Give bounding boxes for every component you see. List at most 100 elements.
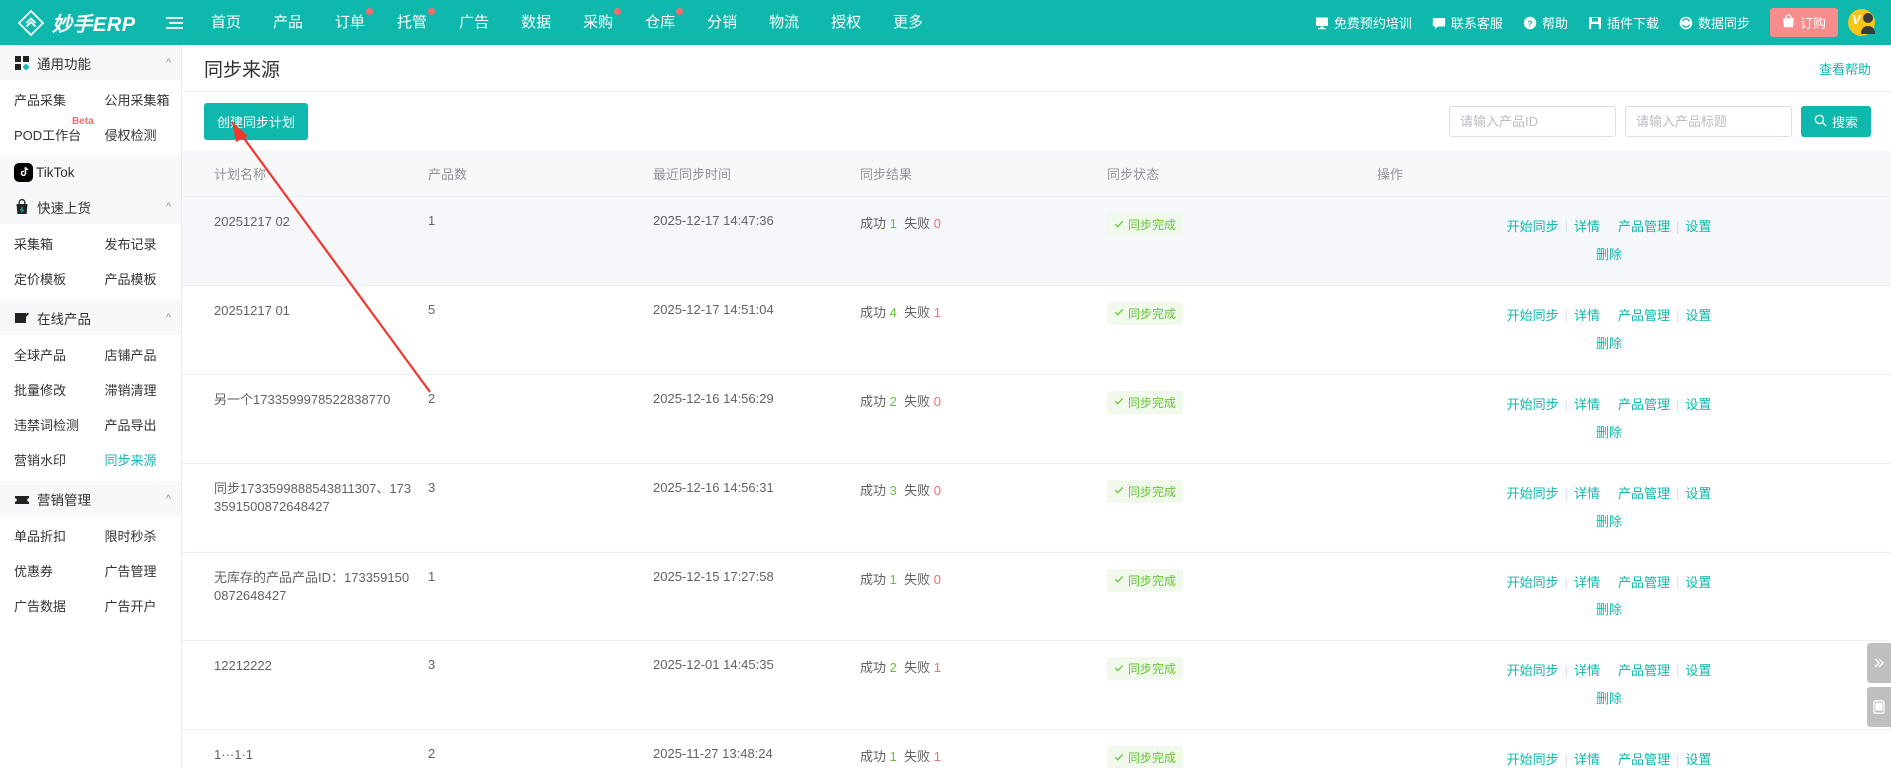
sidebar-item-global-products[interactable]: 全球产品 — [0, 337, 91, 372]
nav-item-8[interactable]: 分销 — [691, 0, 753, 45]
sidebar-item-product-template[interactable]: 产品模板 — [91, 261, 182, 296]
action-product-management[interactable]: 产品管理 — [1618, 752, 1671, 768]
action-product-management[interactable]: 产品管理 — [1618, 574, 1671, 590]
hamburger-icon[interactable] — [166, 16, 183, 30]
action-detail[interactable]: 详情 — [1573, 396, 1600, 412]
sidebar-item-ads-management[interactable]: 广告管理 — [91, 553, 182, 588]
action-delete[interactable]: 删除 — [1595, 513, 1622, 529]
action-settings[interactable]: 设置 — [1685, 752, 1712, 768]
create-sync-plan-button[interactable]: 创建同步计划 — [204, 103, 309, 140]
product-title-input[interactable] — [1624, 106, 1792, 137]
action-settings[interactable]: 设置 — [1685, 663, 1712, 679]
search-button[interactable]: 搜索 — [1800, 106, 1871, 137]
brand-logo[interactable]: 妙手ERP — [0, 8, 160, 37]
nav-item-2[interactable]: 订单 — [319, 0, 381, 45]
sidebar-item-ads-data[interactable]: 广告数据 — [0, 588, 91, 623]
table-row[interactable]: 12212222 3 2025-12-01 14:45:35 成功 2 失败 1 同步完… — [182, 640, 1891, 731]
sidebar-item-collect-box[interactable]: 采集箱 — [0, 226, 91, 261]
sidebar-platform-tiktok[interactable]: TikTok — [0, 156, 181, 189]
sidebar-item-product-collect[interactable]: 产品采集 — [0, 82, 91, 117]
sidebar-item-slow-selling-cleanup[interactable]: 滞销清理 — [91, 372, 182, 407]
free-training-link[interactable]: 免费预约培训 — [1305, 13, 1422, 32]
view-help-link[interactable]: 查看帮助 — [1818, 61, 1871, 77]
sidebar-item-ads-account-open[interactable]: 广告开户 — [91, 588, 182, 623]
action-delete[interactable]: 删除 — [1595, 691, 1622, 707]
nav-item-10[interactable]: 授权 — [815, 0, 877, 45]
sidebar-item-flash-sale[interactable]: 限时秒杀 — [91, 518, 182, 553]
sidebar-item-publish-record[interactable]: 发布记录 — [91, 226, 182, 261]
nav-item-6[interactable]: 采购 — [567, 0, 629, 45]
sidebar-group-marketing[interactable]: 营销管理 ^ — [0, 481, 181, 516]
action-detail[interactable]: 详情 — [1573, 219, 1600, 234]
table-row[interactable]: 同步1733599888543811307、173359150087264842… — [182, 463, 1891, 553]
action-product-management[interactable]: 产品管理 — [1618, 396, 1671, 412]
action-start-sync[interactable]: 开始同步 — [1506, 574, 1559, 590]
table-row[interactable]: 另一个1733599978522838770 2 2025-12-16 14:56:… — [182, 374, 1891, 464]
plugin-download-link[interactable]: 插件下载 — [1578, 13, 1669, 32]
sidebar-item-pricing-template[interactable]: 定价模板 — [0, 261, 91, 296]
chevron-up-icon[interactable]: ^ — [165, 311, 171, 324]
action-settings[interactable]: 设置 — [1685, 219, 1712, 234]
table-row[interactable]: 20251217 01 5 2025-12-17 14:51:04 成功 4 失败 1… — [182, 285, 1891, 375]
order-button[interactable]: 订购 — [1769, 8, 1838, 37]
action-delete[interactable]: 删除 — [1595, 602, 1622, 618]
table-row[interactable]: 1···1·1 2 2025-11-27 13:48:24 成功 1 失败 1 同步完成… — [182, 729, 1891, 768]
action-detail[interactable]: 详情 — [1573, 485, 1600, 501]
action-start-sync[interactable]: 开始同步 — [1506, 307, 1559, 323]
action-delete[interactable]: 删除 — [1595, 246, 1622, 262]
action-detail[interactable]: 详情 — [1573, 752, 1600, 768]
action-product-management[interactable]: 产品管理 — [1618, 219, 1671, 234]
sidebar-group-online-products[interactable]: 在线产品 ^ — [0, 300, 181, 335]
sidebar-item-coupon[interactable]: 优惠券 — [0, 553, 91, 588]
action-detail[interactable]: 详情 — [1573, 307, 1600, 323]
nav-item-5[interactable]: 数据 — [505, 0, 567, 45]
action-start-sync[interactable]: 开始同步 — [1506, 663, 1559, 679]
action-delete[interactable]: 删除 — [1595, 424, 1622, 440]
product-id-input[interactable] — [1448, 106, 1616, 137]
sidebar-item-banned-word-check[interactable]: 违禁词检测 — [0, 407, 91, 442]
sidebar-item-public-collect-box[interactable]: 公用采集箱 — [91, 82, 182, 117]
action-product-management[interactable]: 产品管理 — [1618, 485, 1671, 501]
chevron-up-icon[interactable]: ^ — [165, 492, 171, 505]
action-start-sync[interactable]: 开始同步 — [1506, 752, 1559, 768]
sidebar-item-batch-edit[interactable]: 批量修改 — [0, 372, 91, 407]
sidebar-item-pod-workbench[interactable]: POD工作台 Beta — [0, 116, 94, 152]
sidebar-item-single-discount[interactable]: 单品折扣 — [0, 518, 91, 553]
sidebar-item-product-export[interactable]: 产品导出 — [91, 407, 182, 442]
action-start-sync[interactable]: 开始同步 — [1506, 219, 1559, 234]
action-settings[interactable]: 设置 — [1685, 574, 1712, 590]
action-start-sync[interactable]: 开始同步 — [1506, 396, 1559, 412]
nav-item-3[interactable]: 托管 — [381, 0, 443, 45]
sidebar-item-infringement-check[interactable]: 侵权检测 — [91, 117, 182, 152]
chevron-up-icon[interactable]: ^ — [165, 56, 171, 69]
sidebar-item-shop-products[interactable]: 店铺产品 — [91, 337, 182, 372]
table-row[interactable]: 20251217 02 1 2025-12-17 14:47:36 成功 1 失败 0… — [182, 196, 1891, 286]
action-settings[interactable]: 设置 — [1685, 307, 1712, 323]
nav-item-7[interactable]: 仓库 — [629, 0, 691, 45]
action-detail[interactable]: 详情 — [1573, 574, 1600, 590]
table-row[interactable]: 无库存的产品产品ID：1733591500872648427 1 2025-12-1… — [182, 552, 1891, 642]
sidebar-item-marketing-watermark[interactable]: 营销水印 — [0, 442, 91, 477]
sidebar-group-quick-listing[interactable]: 快速上货 ^ — [0, 189, 181, 224]
action-settings[interactable]: 设置 — [1685, 396, 1712, 412]
nav-item-0[interactable]: 首页 — [195, 0, 257, 45]
nav-item-11[interactable]: 更多 — [877, 0, 939, 45]
avatar[interactable]: V — [1848, 9, 1875, 36]
chevron-up-icon[interactable]: ^ — [165, 200, 171, 213]
data-sync-link[interactable]: 数据同步 — [1669, 13, 1760, 32]
chevron-double-right-icon[interactable] — [1867, 643, 1891, 683]
sidebar-item-sync-source[interactable]: 同步来源 — [91, 442, 182, 477]
action-delete[interactable]: 删除 — [1595, 335, 1622, 351]
nav-item-4[interactable]: 广告 — [443, 0, 505, 45]
sidebar-group-general[interactable]: 通用功能 ^ — [0, 45, 181, 80]
contact-support-link[interactable]: 联系客服 — [1422, 13, 1513, 32]
action-detail[interactable]: 详情 — [1573, 663, 1600, 679]
action-start-sync[interactable]: 开始同步 — [1506, 485, 1559, 501]
action-product-management[interactable]: 产品管理 — [1618, 663, 1671, 679]
action-settings[interactable]: 设置 — [1685, 485, 1712, 501]
nav-item-9[interactable]: 物流 — [753, 0, 815, 45]
nav-item-1[interactable]: 产品 — [257, 0, 319, 45]
mobile-icon[interactable] — [1867, 687, 1891, 727]
action-product-management[interactable]: 产品管理 — [1618, 307, 1671, 323]
help-link[interactable]: ? 帮助 — [1513, 13, 1578, 32]
